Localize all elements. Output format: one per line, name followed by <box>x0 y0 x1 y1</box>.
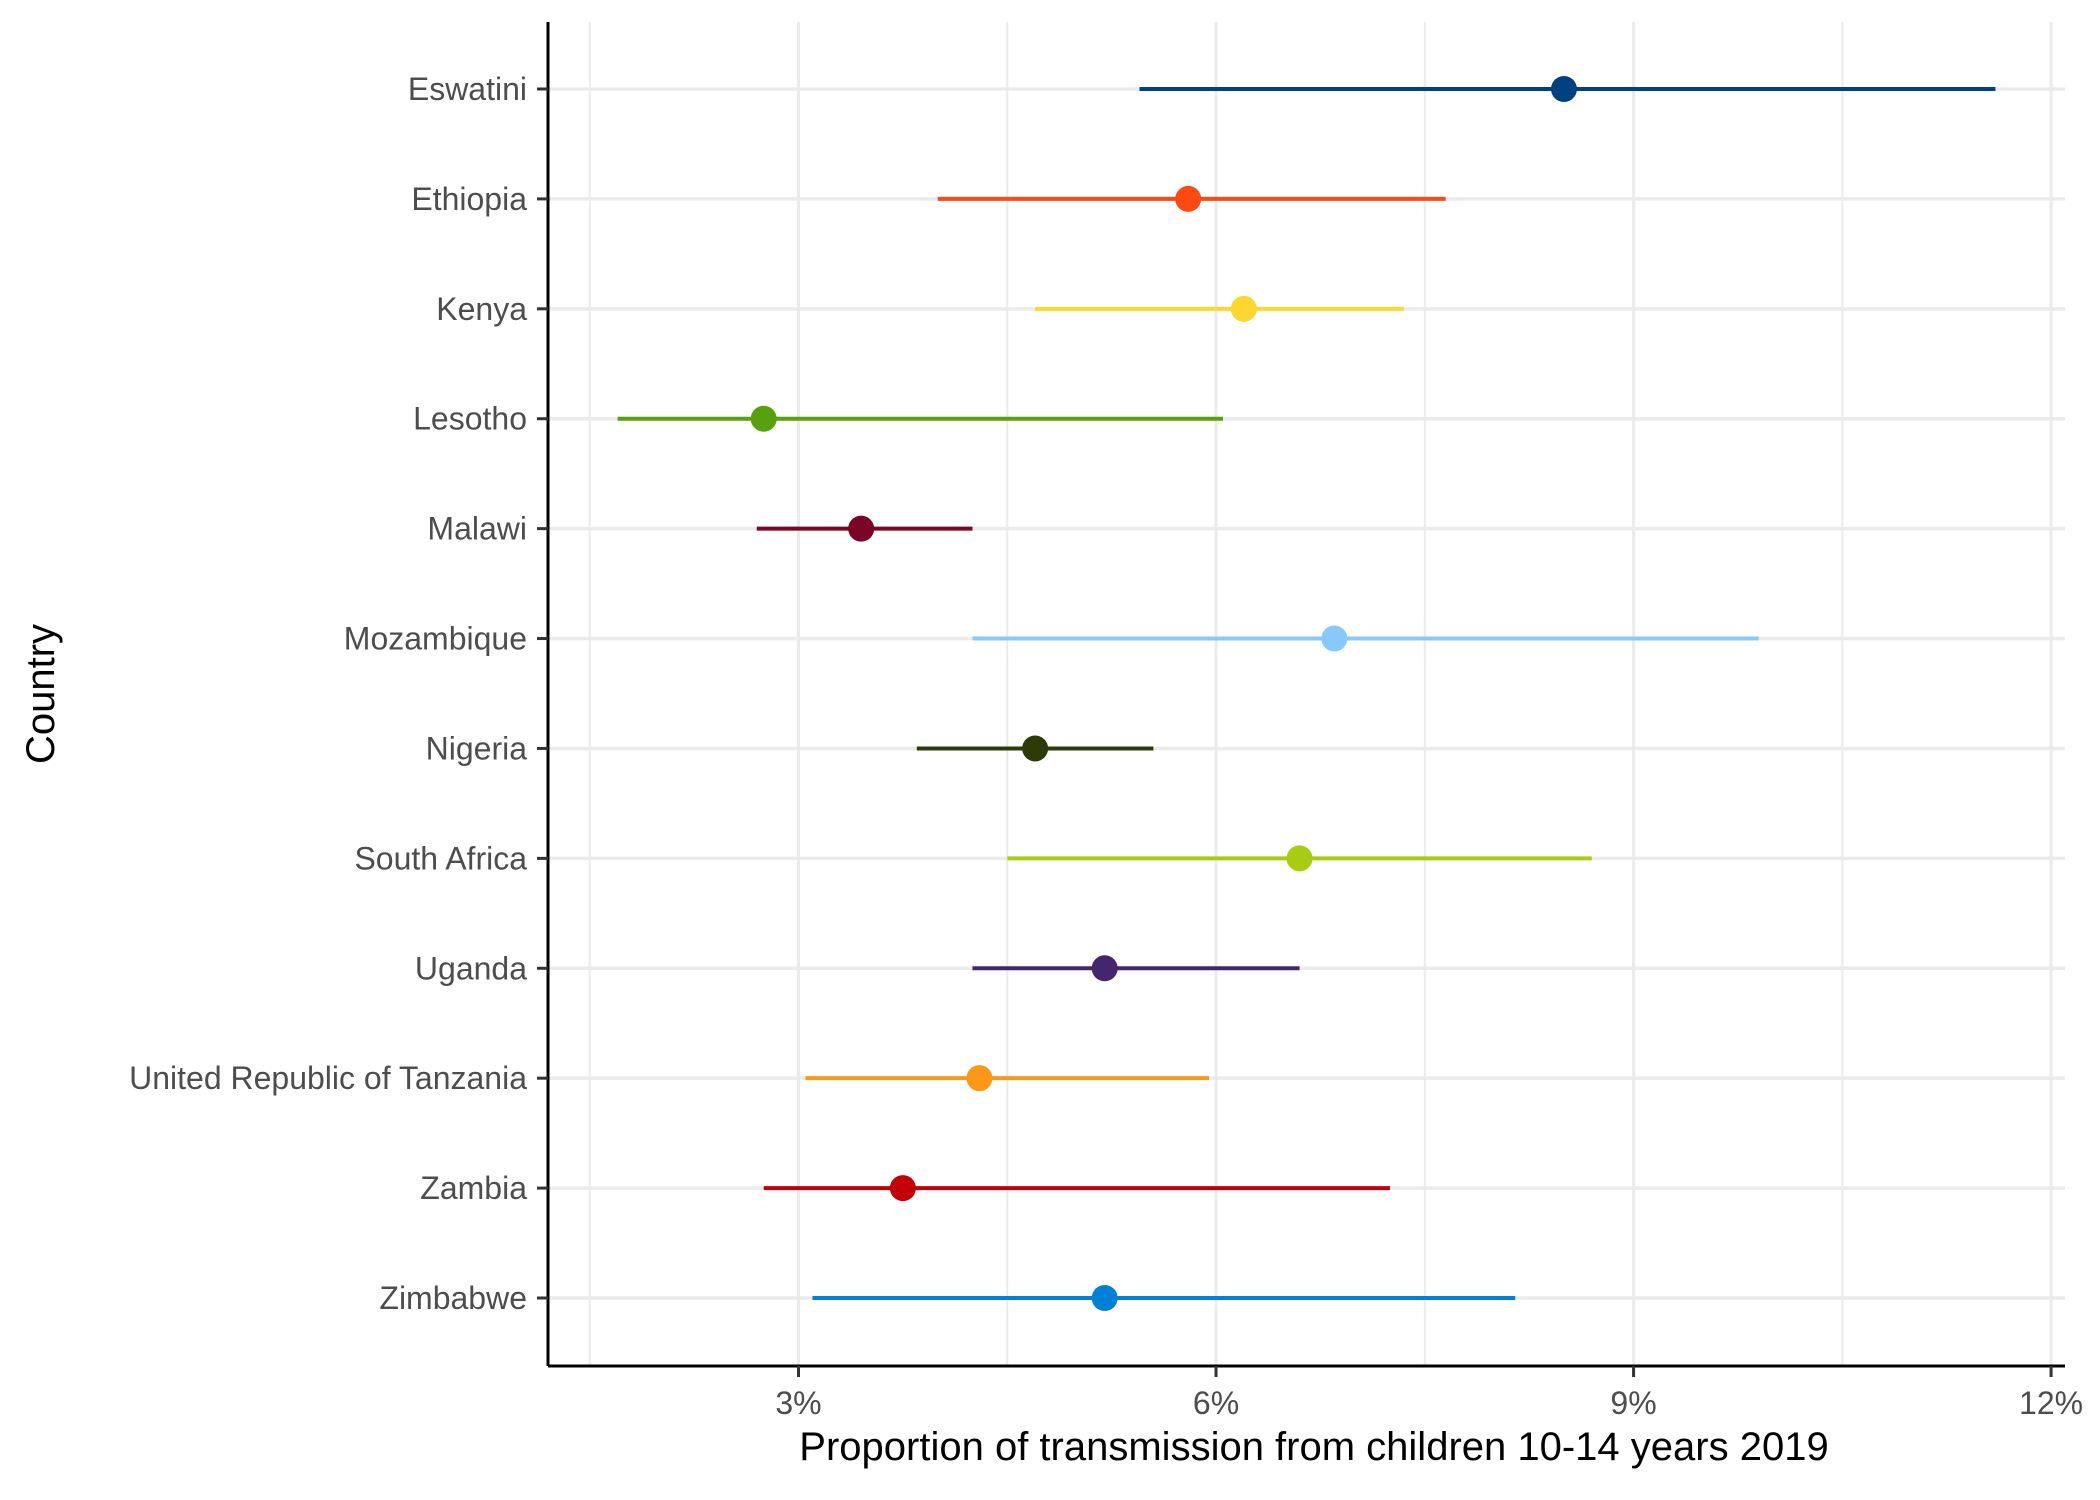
estimate-point <box>1321 625 1348 652</box>
y-axis-title: Country <box>19 624 63 764</box>
estimate-point <box>1091 955 1118 982</box>
y-tick-label: South Africa <box>354 840 527 876</box>
y-tick-label: United Republic of Tanzania <box>129 1060 527 1096</box>
estimate-point <box>1230 295 1257 322</box>
x-tick-label: 6% <box>1193 1385 1239 1421</box>
x-tick-label: 3% <box>775 1385 821 1421</box>
points <box>750 76 1577 1311</box>
estimate-point <box>1091 1285 1118 1311</box>
y-tick-label: Kenya <box>436 291 527 327</box>
y-tick-label: Malawi <box>427 511 527 547</box>
estimate-point <box>1022 735 1049 762</box>
x-ticks: 3% 6% 9% 12% <box>775 1366 2083 1421</box>
y-ticks: Eswatini Ethiopia Kenya Lesotho Malawi Mozamb… <box>129 71 548 1316</box>
y-tick-label: Nigeria <box>426 730 528 766</box>
x-axis-title: Proportion of transmission from children… <box>799 1425 1828 1469</box>
estimate-point <box>1286 845 1313 872</box>
y-tick-label: Mozambique <box>344 621 527 657</box>
y-tick-label: Lesotho <box>413 401 527 437</box>
y-tick-label: Eswatini <box>408 71 527 107</box>
y-tick-label: Ethiopia <box>411 181 527 217</box>
y-tick-label: Uganda <box>415 950 527 986</box>
estimate-point <box>966 1065 993 1092</box>
x-tick-label: 9% <box>1610 1385 1656 1421</box>
grid <box>548 22 2065 1366</box>
y-tick-label: Zambia <box>420 1170 527 1206</box>
estimate-point <box>750 405 777 432</box>
estimate-point <box>1550 76 1577 102</box>
x-tick-label: 12% <box>2019 1385 2083 1421</box>
estimate-point <box>848 515 875 542</box>
intervals <box>617 87 1996 1300</box>
estimate-point <box>1175 185 1202 212</box>
y-tick-label: Zimbabwe <box>379 1280 527 1316</box>
estimate-point <box>889 1175 916 1202</box>
